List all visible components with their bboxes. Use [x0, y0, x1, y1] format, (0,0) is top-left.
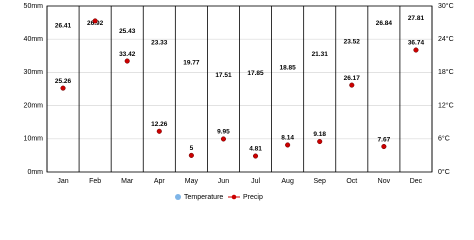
precip-label: 33.42: [119, 51, 136, 58]
y-tick-label: 50mm: [24, 3, 44, 10]
plot-frame: [46, 5, 433, 173]
temperature-label: 21.31: [312, 51, 329, 58]
precip-label: 4.81: [249, 146, 262, 153]
precip-label: 5: [190, 145, 194, 152]
x-tick-label: Dec: [410, 178, 423, 185]
x-tick-label: Mar: [121, 178, 134, 185]
temperature-label: 17.51: [215, 72, 232, 79]
legend-label: Precip: [243, 194, 263, 201]
y-tick-label: 0mm: [27, 169, 43, 176]
precip-point: [124, 58, 130, 64]
y2-tick-label: 12°C: [438, 101, 454, 109]
precip-label: 36.74: [408, 40, 425, 47]
x-tick-label: Oct: [346, 178, 357, 185]
legend-swatch: [175, 194, 181, 200]
x-tick-label: Apr: [154, 178, 166, 185]
precip-point: [156, 128, 162, 134]
precip-point: [381, 143, 387, 150]
temperature-label: 17.85: [247, 70, 264, 77]
x-tick-label: Jul: [251, 178, 260, 185]
temperature-label: 19.77: [183, 59, 200, 66]
precip-label: 12.26: [151, 121, 168, 128]
x-tick-label: Jun: [218, 178, 229, 185]
precip-point: [317, 138, 323, 145]
x-tick-label: Feb: [89, 178, 101, 185]
precip-label: 9.95: [217, 129, 230, 136]
y2-tick-label: 24°C: [438, 35, 454, 43]
precip-label: 7.67: [378, 136, 391, 143]
y2-tick-label: 6°C: [438, 135, 450, 143]
precip-label: 25.26: [55, 78, 72, 85]
y2-tick-label: 18°C: [438, 68, 454, 76]
temperature-label: 27.81: [408, 15, 425, 22]
y-tick-label: 20mm: [24, 102, 44, 109]
y2-tick-label: 0°C: [438, 168, 450, 176]
precip-point: [188, 152, 194, 158]
precip-point: [413, 47, 419, 53]
precip-label: 26.17: [344, 75, 361, 82]
precip-point: [252, 153, 259, 159]
x-tick-label: May: [185, 178, 199, 185]
y2-tick-label: 30°C: [438, 2, 454, 10]
precip-label: 9.18: [313, 131, 326, 138]
temperature-label: 23.52: [344, 39, 361, 46]
legend-label: Temperature: [184, 194, 223, 201]
precip-label: 8.14: [281, 135, 294, 142]
y-tick-label: 10mm: [24, 136, 44, 143]
legend-swatch: [231, 194, 237, 200]
x-tick-label: Aug: [281, 178, 294, 185]
x-tick-label: Sep: [313, 178, 326, 185]
x-tick-label: Jan: [57, 178, 68, 185]
y-tick-label: 30mm: [24, 69, 44, 76]
x-tick-label: Nov: [378, 178, 391, 185]
temperature-label: 25.43: [119, 28, 136, 35]
precip-point: [349, 82, 355, 88]
y-tick-label: 40mm: [24, 36, 44, 43]
precip-point: [60, 85, 66, 91]
temperature-label: 18.85: [279, 64, 296, 71]
precip-point: [220, 136, 227, 142]
temperature-label: 26.41: [55, 23, 72, 30]
precip-point: [285, 142, 291, 148]
chart: 0mm 10mm 20mm 30mm 40mm 50mm 0°C 6°C 12°C 18°C 24°…: [24, 2, 454, 201]
precip-point: [92, 18, 98, 24]
temperature-label: 23.33: [151, 40, 168, 47]
temperature-label: 26.84: [376, 20, 393, 27]
